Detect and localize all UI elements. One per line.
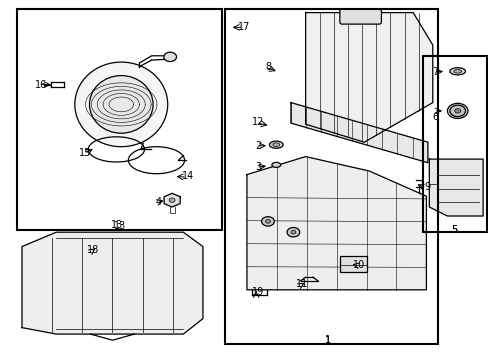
- Text: 10: 10: [352, 260, 365, 270]
- Text: 4: 4: [156, 197, 162, 207]
- Polygon shape: [22, 232, 203, 334]
- Text: 15: 15: [79, 148, 92, 158]
- Text: 7: 7: [431, 67, 437, 77]
- Text: 5: 5: [451, 225, 457, 235]
- FancyBboxPatch shape: [339, 9, 381, 24]
- Text: 17: 17: [238, 22, 250, 32]
- Polygon shape: [305, 13, 432, 142]
- Circle shape: [449, 105, 465, 117]
- Bar: [224, 9, 437, 344]
- Text: 12: 12: [251, 117, 264, 127]
- Circle shape: [163, 52, 176, 62]
- Polygon shape: [164, 193, 180, 207]
- Ellipse shape: [271, 162, 280, 167]
- Circle shape: [265, 220, 270, 223]
- Polygon shape: [428, 159, 482, 216]
- Circle shape: [286, 228, 299, 237]
- Bar: [339, 256, 366, 272]
- Ellipse shape: [89, 76, 153, 133]
- Text: 9: 9: [424, 182, 430, 192]
- Text: 2: 2: [255, 141, 261, 151]
- Polygon shape: [290, 103, 427, 163]
- Circle shape: [290, 230, 295, 234]
- Text: 13: 13: [113, 221, 126, 231]
- Text: 1: 1: [324, 335, 330, 345]
- Text: 11: 11: [295, 279, 308, 289]
- Bar: [422, 56, 486, 232]
- Ellipse shape: [453, 69, 461, 73]
- Text: 8: 8: [264, 62, 270, 72]
- Ellipse shape: [447, 103, 467, 118]
- Polygon shape: [246, 157, 426, 290]
- Text: 13: 13: [111, 220, 123, 230]
- Text: 19: 19: [251, 287, 264, 297]
- Ellipse shape: [269, 141, 283, 148]
- Text: 3: 3: [255, 162, 261, 172]
- Circle shape: [169, 198, 175, 202]
- Text: 5: 5: [451, 225, 457, 235]
- Ellipse shape: [75, 62, 167, 147]
- Text: 16: 16: [35, 80, 48, 90]
- Bar: [17, 9, 222, 230]
- Text: 6: 6: [431, 112, 437, 122]
- Circle shape: [261, 217, 274, 226]
- Text: 1: 1: [324, 336, 330, 346]
- Circle shape: [454, 109, 460, 113]
- Ellipse shape: [449, 68, 465, 75]
- Text: 18: 18: [86, 245, 99, 255]
- Ellipse shape: [272, 143, 279, 147]
- Text: 14: 14: [182, 171, 194, 181]
